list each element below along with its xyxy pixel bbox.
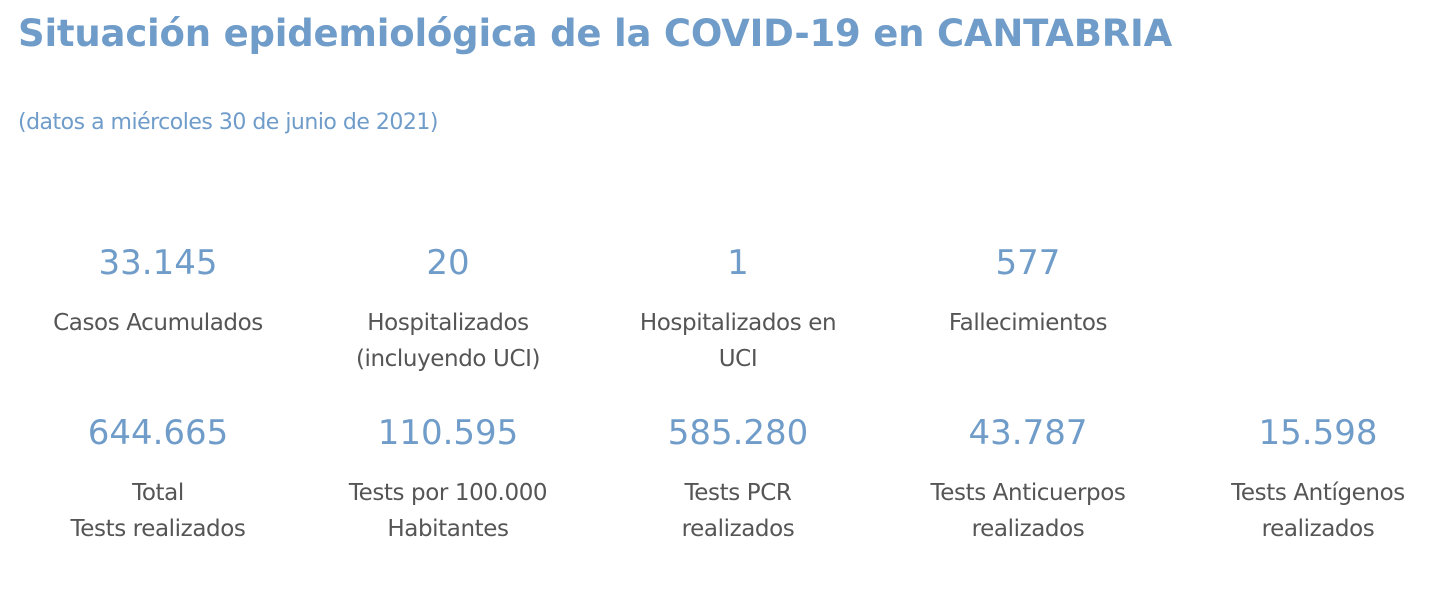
- stat-hospitalizados-uci: 1 Hospitalizados en UCI: [608, 243, 868, 377]
- stat-value: 15.598: [1258, 413, 1378, 453]
- stat-value: 644.665: [87, 413, 229, 453]
- stat-tests-pcr: 585.280 Tests PCR realizados: [608, 413, 868, 547]
- stat-value: 585.280: [667, 413, 809, 453]
- stat-label: Hospitalizados en UCI: [639, 310, 837, 372]
- stat-label: Tests PCR realizados: [681, 480, 795, 542]
- stat-label: Fallecimientos: [948, 310, 1108, 336]
- stat-fallecimientos: 577 Fallecimientos: [898, 243, 1158, 341]
- stat-value: 43.787: [968, 413, 1088, 453]
- stat-label: Hospitalizados (incluyendo UCI): [355, 310, 541, 372]
- stat-label: Tests por 100.000 Habitantes: [348, 480, 548, 542]
- stat-label: Casos Acumulados: [53, 310, 263, 336]
- stat-value: 577: [995, 243, 1061, 283]
- stat-label: Total Tests realizados: [70, 480, 246, 542]
- stat-label: Tests Antígenos realizados: [1231, 480, 1405, 542]
- stat-tests-anticuerpos: 43.787 Tests Anticuerpos realizados: [898, 413, 1158, 547]
- stat-tests-antigenos: 15.598 Tests Antígenos realizados: [1188, 413, 1448, 547]
- stat-total-tests: 644.665 Total Tests realizados: [28, 413, 288, 547]
- stat-value: 1: [727, 243, 749, 283]
- stat-value: 110.595: [377, 413, 519, 453]
- stat-value: 20: [426, 243, 470, 283]
- stat-hospitalizados: 20 Hospitalizados (incluyendo UCI): [318, 243, 578, 377]
- stat-tests-per-100k: 110.595 Tests por 100.000 Habitantes: [318, 413, 578, 547]
- stat-casos-acumulados: 33.145 Casos Acumulados: [28, 243, 288, 341]
- data-date-subtitle: (datos a miércoles 30 de junio de 2021): [18, 110, 438, 135]
- stat-value: 33.145: [98, 243, 218, 283]
- page-title: Situación epidemiológica de la COVID-19 …: [18, 12, 1173, 55]
- stat-label: Tests Anticuerpos realizados: [930, 480, 1126, 542]
